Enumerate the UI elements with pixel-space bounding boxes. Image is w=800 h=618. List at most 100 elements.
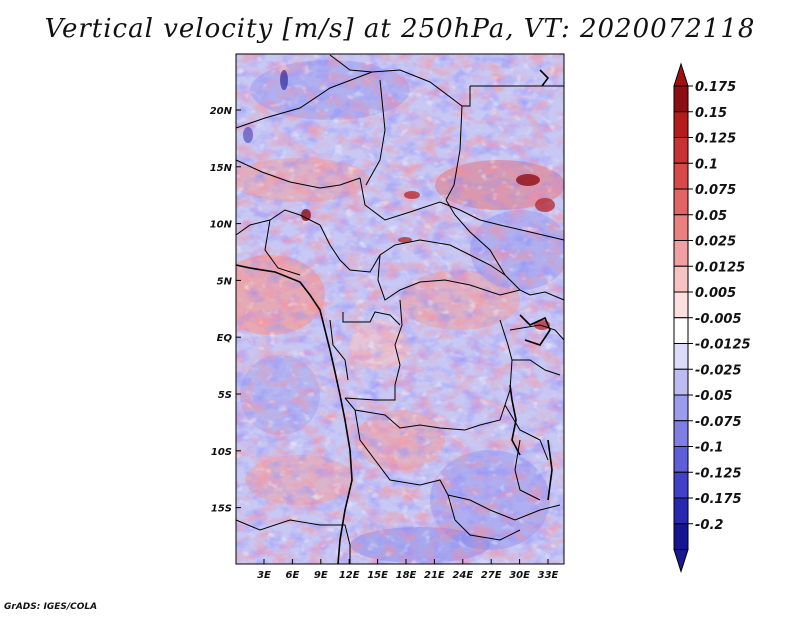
colorbar-label: -0.0125 <box>695 338 751 353</box>
colorbar-swatch <box>673 265 689 293</box>
border-line <box>514 439 541 501</box>
colorbar-label: -0.005 <box>695 312 742 327</box>
lat-label: 15N <box>210 163 233 174</box>
axis-ticks: 20N 15N 10N 5N EQ 5S 10S 15S 3E 6E 9E 12E 15E 18E 21E 2… <box>210 106 559 581</box>
coastline <box>334 371 353 565</box>
border-line <box>377 254 521 301</box>
colorbar: 0.175 0.15 0.125 0.1 0.075 0.05 0.025 0.0125 0.0… <box>673 62 751 574</box>
coastline <box>539 69 550 87</box>
velocity-field <box>236 54 564 564</box>
lon-label: 24E <box>452 570 473 581</box>
colorbar-swatch <box>673 137 689 164</box>
lat-label: EQ <box>217 333 233 344</box>
colorbar-label: 0.175 <box>695 80 736 95</box>
border-line <box>445 105 463 201</box>
lon-label: 27E <box>481 570 502 581</box>
colorbar-swatch <box>673 446 689 473</box>
border-line <box>479 219 565 241</box>
colorbar-swatch <box>673 317 689 344</box>
colorbar-swatch <box>673 394 689 422</box>
border-line <box>354 409 456 521</box>
border-line <box>504 404 549 461</box>
lon-label: 6E <box>286 570 300 581</box>
country-borders <box>235 54 565 564</box>
border-line <box>329 319 349 381</box>
colorbar-swatch <box>673 368 689 396</box>
border-line <box>454 519 521 541</box>
colorbar-label: -0.175 <box>695 492 742 507</box>
white-streaks <box>236 54 564 564</box>
colorbar-swatch <box>673 214 689 241</box>
colorbar-bottom-arrow <box>673 549 689 574</box>
colorbar-label: 0.005 <box>695 286 736 301</box>
border-line <box>235 519 351 564</box>
colorbar-label: 0.15 <box>695 106 727 121</box>
lat-label: 5N <box>217 276 233 287</box>
border-line <box>359 177 481 221</box>
lon-label: 3E <box>257 570 271 581</box>
lake-shore <box>547 439 553 501</box>
colorbar-label: -0.2 <box>695 518 723 533</box>
border-line <box>447 494 561 521</box>
colorbar-top-arrow <box>673 62 689 87</box>
colorbar-swatch <box>673 420 689 447</box>
lake-shore <box>509 384 521 456</box>
lat-label: 10S <box>211 447 232 458</box>
colorbar-label: 0.125 <box>695 132 736 147</box>
colorbar-swatch <box>673 343 689 370</box>
lat-label: 10N <box>210 220 233 231</box>
strong-descent-cell <box>243 127 253 143</box>
colorbar-swatch <box>673 471 689 499</box>
lon-label: 12E <box>339 570 360 581</box>
coastline <box>235 264 336 373</box>
border-line <box>264 219 301 276</box>
colorbar-swatch <box>673 240 689 267</box>
border-line <box>419 239 506 276</box>
border-line <box>344 299 403 401</box>
colorbar-label: -0.075 <box>695 415 742 430</box>
colorbar-label: 0.1 <box>695 157 718 172</box>
strong-ascent-cell <box>398 237 412 243</box>
lat-label: 5S <box>218 390 232 401</box>
map-title: Vertical velocity [m/s] at 250hPa, VT: 2… <box>44 14 756 44</box>
border-line <box>512 359 561 376</box>
strong-ascent-cell <box>301 209 311 221</box>
strong-descent-cell <box>280 70 288 90</box>
lon-label: 15E <box>367 570 388 581</box>
colorbar-swatch <box>673 291 689 319</box>
lon-label: 33E <box>538 570 559 581</box>
strong-ascent-cell <box>404 191 420 199</box>
lat-label: 20N <box>210 106 233 117</box>
strong-ascent-cell <box>535 198 555 212</box>
colorbar-label: -0.05 <box>695 389 732 404</box>
map-frame <box>235 53 565 565</box>
colorbar-label: 0.075 <box>695 183 736 198</box>
lat-label: 15S <box>211 504 232 515</box>
lake-shore <box>519 314 551 346</box>
lon-label: 30E <box>509 570 530 581</box>
strong-ascent-cell <box>516 174 540 186</box>
colorbar-swatch <box>673 523 689 550</box>
colorbar-label: 0.0125 <box>695 260 745 275</box>
coastlines <box>235 69 553 565</box>
colorbar-swatch <box>673 111 689 138</box>
border-line <box>235 209 321 236</box>
lon-label: 9E <box>314 570 328 581</box>
border-line <box>329 54 373 73</box>
colorbar-swatch <box>673 85 689 113</box>
border-line <box>342 311 401 326</box>
colorbar-swatch <box>673 188 689 216</box>
border-line <box>509 324 565 341</box>
border-line <box>235 159 361 189</box>
colorbar-label: 0.025 <box>695 235 736 250</box>
colorbar-swatch <box>673 162 689 190</box>
border-line <box>344 397 506 431</box>
border-line <box>365 79 386 186</box>
colorbar-swatch <box>673 497 689 525</box>
footer-credit: GrADS: IGES/COLA <box>4 602 98 612</box>
colorbar-label: -0.1 <box>695 441 723 456</box>
colorbar-label: 0.05 <box>695 209 727 224</box>
border-line <box>319 224 421 273</box>
lon-label: 18E <box>396 570 417 581</box>
